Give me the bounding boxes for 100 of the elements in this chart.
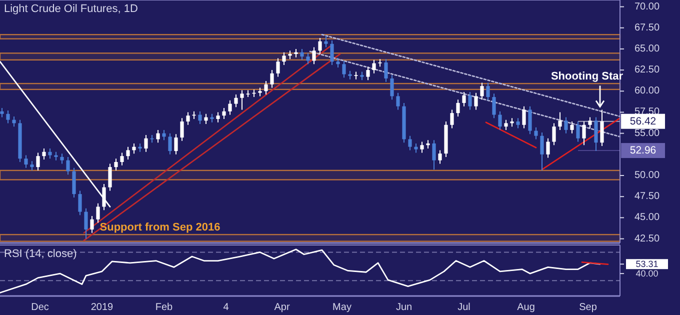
candlestick [474,92,478,110]
candlestick [516,118,520,129]
candlestick [600,109,604,146]
candlestick [594,116,598,152]
candlestick [12,116,16,128]
candlestick [168,132,172,155]
x-tick-label: 4 [223,302,230,313]
candlestick [420,141,424,154]
candlestick [48,148,52,160]
candlestick [450,109,454,129]
candlestick [174,134,178,155]
x-tick-label: May [332,302,352,313]
candlestick [84,208,88,240]
candlestick [384,58,388,82]
candlestick [552,122,556,146]
candlestick [570,121,574,134]
candlestick [342,60,346,78]
y-tick-label: 62.50 [634,64,660,76]
candlestick [126,146,130,160]
candlestick [264,80,268,95]
candlestick [96,202,100,224]
chart-title: RSI (14, close) [4,248,77,260]
x-tick-label: Dec [31,302,49,313]
line-series [0,248,601,294]
candlestick [372,59,376,74]
candlestick [354,71,358,80]
candlestick [42,148,46,160]
candlestick [396,92,400,110]
x-tick-label: Jul [458,302,470,313]
candlestick [0,108,4,118]
candlestick [576,121,580,142]
candlestick [522,106,526,129]
candlestick [306,52,310,65]
candlestick [72,167,76,198]
candlestick [156,129,160,144]
candlestick [36,152,40,171]
candlestick [498,110,502,130]
candlestick [234,94,238,108]
candlestick [90,216,94,234]
candlestick [216,112,220,123]
candlestick [528,106,532,135]
candlestick [204,113,208,125]
candlestick [564,116,568,134]
candlestick [24,154,28,168]
candlestick [162,129,166,141]
candlestick [186,112,190,126]
candlestick [240,90,244,110]
y-tick-label: 47.50 [634,191,660,202]
candlestick [228,100,232,116]
y-tick-label: 60.00 [634,86,660,97]
candlestick [318,37,322,54]
x-tick-label: Feb [155,302,174,313]
ref-line-label: 52.96 [630,144,656,157]
candlestick [78,190,82,216]
candlestick [300,48,304,60]
candlestick [66,156,70,176]
candlestick [588,116,592,129]
ref-line-label: 56.42 [630,115,656,128]
candlestick [276,58,280,78]
candlestick [582,121,586,146]
candlestick [30,160,34,171]
chart-title: Light Crude Oil Futures, 1D [4,3,138,15]
candlestick [282,52,286,66]
annotation: Support from Sep 2016 [100,222,220,234]
candlestick [456,99,460,117]
candlestick [6,110,10,124]
candlestick [540,132,544,171]
y-tick-label: 67.50 [634,22,660,34]
candlestick [534,126,538,140]
y-tick-label: 45.00 [634,212,660,224]
candlestick [390,74,394,100]
x-tick-label: Sep [579,302,598,313]
x-tick-label: Aug [517,302,535,313]
x-tick-label: Jun [396,302,412,313]
candlestick [312,46,316,65]
candlestick [438,150,442,164]
candlestick [486,82,490,101]
candlestick [504,119,508,130]
candlestick [462,91,466,107]
candlestick [114,158,118,171]
candlestick [108,163,112,192]
x-tick-label: 2019 [90,302,114,313]
y-tick-label: 50.00 [634,170,660,181]
y-tick-label: 65.00 [634,43,660,54]
x-tick-label: Apr [274,302,290,313]
candlestick [330,40,334,66]
y-tick-label: 40.00 [636,268,658,279]
candlestick [480,82,484,100]
candlestick [144,134,148,152]
candlestick [222,108,226,120]
annotation: Shooting Star [550,70,624,83]
candlestick [546,138,550,158]
candlestick [132,142,136,154]
y-tick-label: 53.31 [636,259,658,270]
candlestick [558,112,562,130]
candlestick [432,140,436,170]
candlestick [324,34,328,48]
candlestick [198,110,202,125]
candlestick [468,91,472,110]
candlestick [120,152,124,166]
